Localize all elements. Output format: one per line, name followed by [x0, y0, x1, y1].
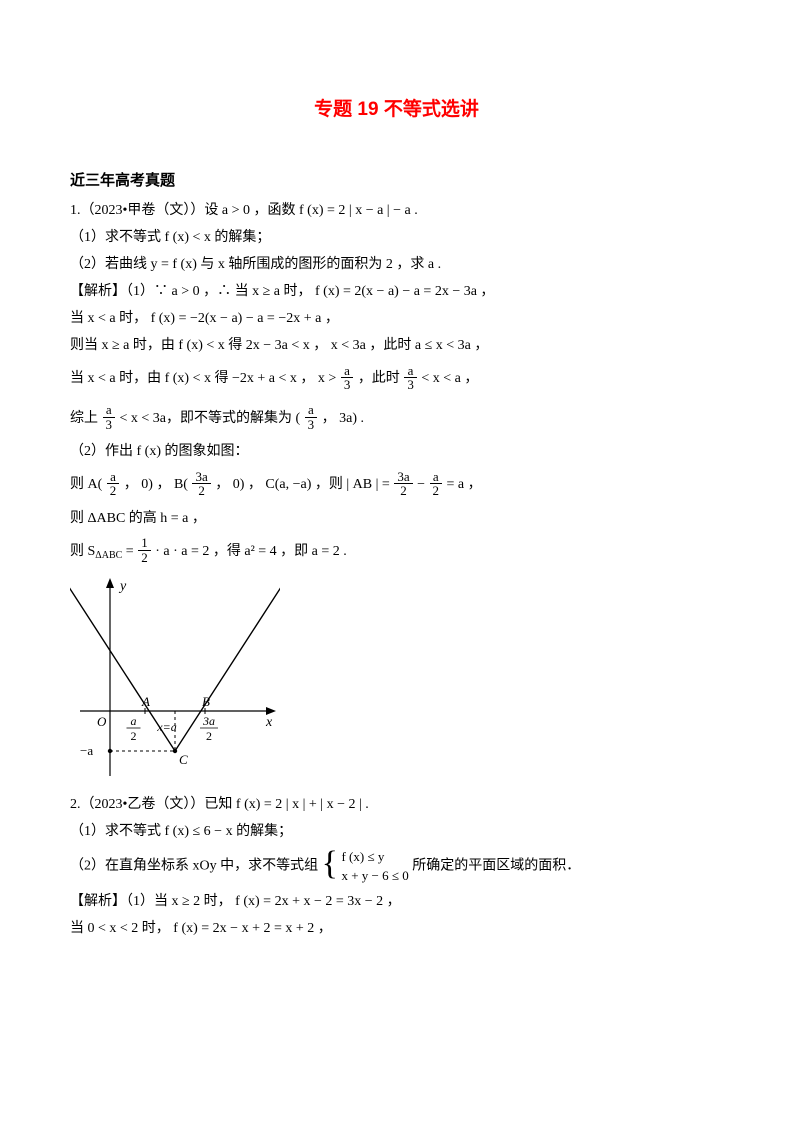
p1-s1e-end: ， 3a) . — [322, 411, 364, 426]
p1-s2b: 则 A( a2 ， 0) ， B( 3a2 ， 0) ， C(a, −a) ，则… — [70, 468, 723, 502]
frac-num: a — [430, 470, 443, 485]
threea2-num: 3a — [202, 714, 215, 728]
p1-s1a: （1）∵ a > 0 ，∴ 当 x ≥ a 时， f (x) = 2(x − a… — [126, 284, 494, 299]
p1-s2d: 则 SΔABC = 12 · a · a = 2 ，得 a² = 4 ，即 a … — [70, 535, 723, 569]
point-c — [173, 749, 177, 753]
p2-s1a: 【解析】（1）当 x ≥ 2 时， f (x) = 2x + x − 2 = 3… — [70, 891, 723, 912]
p2-s1b: 当 0 < x < 2 时， f (x) = 2x − x + 2 = x + … — [70, 918, 723, 939]
frac-num: a — [341, 364, 354, 379]
y-axis-arrow-icon — [106, 578, 114, 588]
p1-s2b-mid3: − — [417, 477, 428, 492]
p1-s2b-mid1: ， 0) ， B( — [124, 477, 188, 492]
inequality-system: f (x) ≤ y x + y − 6 ≤ 0 — [341, 848, 408, 884]
frac-a2-A: a2 — [107, 470, 120, 498]
sys-line-1: f (x) ≤ y — [341, 848, 408, 866]
p1-s2c: 则 ΔABC 的高 h = a ， — [70, 508, 723, 529]
y-axis-label: y — [118, 579, 127, 594]
p1-s2d-mid: = — [126, 544, 137, 559]
frac-3a2-B: 3a2 — [192, 470, 210, 498]
frac-num: a — [404, 364, 417, 379]
frac-a3-d: a3 — [305, 403, 318, 431]
p1-s1e-pre: 综上 — [70, 411, 98, 426]
p2-sub2: （2）在直角坐标系 xOy 中，求不等式组 { f (x) ≤ y x + y … — [70, 848, 723, 884]
frac-den: 2 — [192, 484, 210, 498]
x-axis-arrow-icon — [266, 707, 276, 715]
p2-sub2-end: 所确定的平面区域的面积． — [412, 859, 580, 874]
frac-num: a — [107, 470, 120, 485]
p1-head: 1.（2023•甲卷（文））设 a > 0 ，函数 f (x) = 2 | x … — [70, 200, 723, 221]
frac-a-over-3-b: a3 — [404, 364, 417, 392]
p1-sol1a: 【解析】（1）∵ a > 0 ，∴ 当 x ≥ a 时， f (x) = 2(x… — [70, 281, 723, 302]
frac-den: 3 — [103, 418, 116, 432]
frac-den: 2 — [394, 484, 412, 498]
p1-s2b-mid2: ， 0) ， C(a, −a) ，则 | AB | = — [215, 477, 390, 492]
p1-sub1: （1）求不等式 f (x) < x 的解集； — [70, 227, 723, 248]
p1-sub2: （2）若曲线 y = f (x) 与 x 轴所围成的图形的面积为 2 ，求 a … — [70, 254, 723, 275]
frac-den: 3 — [404, 378, 417, 392]
p1-s1b: 当 x < a 时， f (x) = −2(x − a) − a = −2x +… — [70, 308, 723, 329]
frac-num: 3a — [394, 470, 412, 485]
threea2-den: 2 — [206, 729, 212, 743]
point-c-label: C — [179, 752, 188, 767]
a2-den: 2 — [131, 729, 137, 743]
triangle-subscript: ΔABC — [95, 550, 122, 561]
frac-num: 3a — [192, 470, 210, 485]
x-greater: x > — [318, 371, 340, 386]
sol-label: 【解析】 — [70, 284, 126, 299]
p1-s1d-pre: 当 x < a 时，由 f (x) < x 得 −2x + a < x ， — [70, 371, 314, 386]
p1-s1d-end: < x < a ， — [421, 371, 478, 386]
left-brace-icon: { — [322, 849, 338, 880]
p1-s1e-mid: < x < 3a，即不等式的解集为 ( — [120, 411, 301, 426]
frac-a-over-3: a3 — [341, 364, 354, 392]
frac-den: 2 — [107, 484, 120, 498]
neg-a-label: −a — [80, 743, 93, 758]
section-heading: 近三年高考真题 — [70, 169, 723, 190]
frac-num: 1 — [138, 536, 151, 551]
p2-head: 2.（2023•乙卷（文））已知 f (x) = 2 | x | + | x −… — [70, 794, 723, 815]
frac-den: 3 — [341, 378, 354, 392]
frac-den: 2 — [138, 551, 151, 565]
p2-sub2-pre: （2）在直角坐标系 xOy 中，求不等式组 — [70, 859, 322, 874]
x-axis-label: x — [265, 715, 273, 730]
p1-s2a: （2）作出 f (x) 的图象如图： — [70, 441, 723, 462]
p1-s2d-end: · a · a = 2 ，得 a² = 4 ，即 a = 2 . — [155, 544, 347, 559]
p1-s2d-pre: 则 S — [70, 544, 95, 559]
graph-figure: y x O A B C −a a 2 x=a 3a 2 — [70, 576, 723, 786]
p1-s1d: 当 x < a 时，由 f (x) < x 得 −2x + a < x ， x … — [70, 362, 723, 396]
point-a-label: A — [141, 694, 150, 709]
p1-s2b-pre: 则 A( — [70, 477, 102, 492]
frac-den: 3 — [305, 418, 318, 432]
v-shape-graph: y x O A B C −a a 2 x=a 3a 2 — [70, 576, 280, 781]
frac-a2-ab: a2 — [430, 470, 443, 498]
p1-head-text: 1.（2023•甲卷（文））设 a > 0 ，函数 f (x) = 2 | x … — [70, 203, 418, 218]
sys-line-2: x + y − 6 ≤ 0 — [341, 867, 408, 885]
page-title: 专题 19 不等式选讲 — [70, 94, 723, 121]
p2-sub1: （1）求不等式 f (x) ≤ 6 − x 的解集； — [70, 821, 723, 842]
frac-num: a — [305, 403, 318, 418]
frac-den: 2 — [430, 484, 443, 498]
frac-3a2-ab: 3a2 — [394, 470, 412, 498]
x-eq-a-label: x=a — [156, 720, 176, 734]
frac-1-2: 12 — [138, 536, 151, 564]
p1-s1e: 综上 a3 < x < 3a，即不等式的解集为 ( a3 ， 3a) . — [70, 402, 723, 436]
origin-label: O — [97, 714, 107, 729]
point-b-label: B — [202, 694, 210, 709]
a2-num: a — [131, 714, 137, 728]
p1-s1d-mid: ，此时 — [358, 371, 400, 386]
point-neg-a — [108, 749, 112, 753]
frac-a3-c: a3 — [103, 403, 116, 431]
p1-s1c: 则当 x ≥ a 时，由 f (x) < x 得 2x − 3a < x ， x… — [70, 335, 723, 356]
frac-num: a — [103, 403, 116, 418]
p1-s2b-end: = a ， — [447, 477, 482, 492]
